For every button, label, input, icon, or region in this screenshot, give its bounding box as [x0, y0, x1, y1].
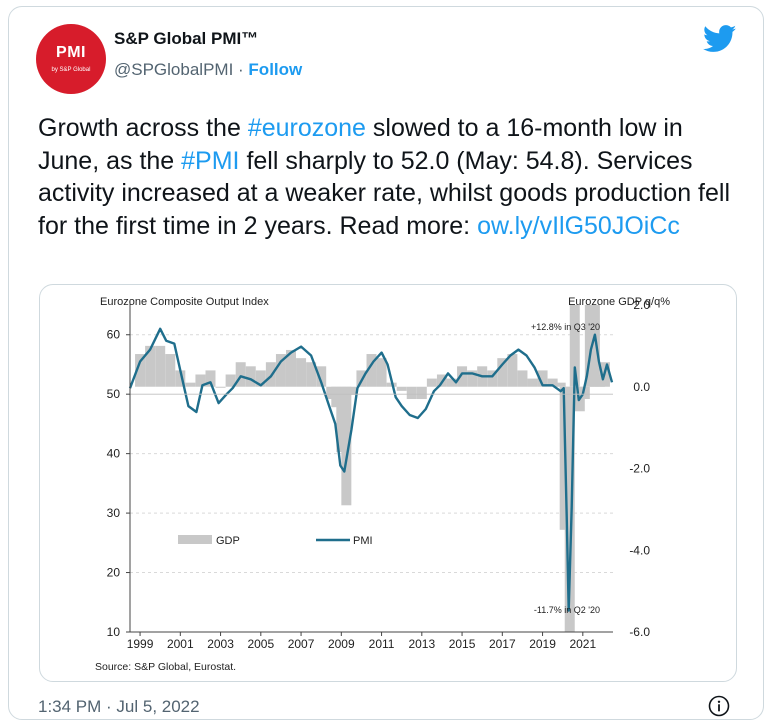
- gdp-bar: [286, 349, 296, 387]
- gdp-bar: [245, 366, 256, 387]
- gdp-bar: [145, 345, 156, 387]
- y-tick-left-label: 40: [107, 447, 121, 461]
- x-tick-label: 2005: [247, 637, 274, 651]
- gdp-bar: [447, 378, 457, 387]
- gdp-bar: [594, 374, 605, 387]
- annotation-q2-2020: -11.7% in Q2 '20: [534, 605, 600, 615]
- avatar-subtext: by S&P Global: [51, 67, 91, 73]
- chart-title-left: Eurozone Composite Output Index: [100, 296, 269, 308]
- follow-button[interactable]: Follow: [248, 60, 303, 79]
- gdp-bar: [175, 370, 186, 387]
- annotation-q3-2020: +12.8% in Q3 '20: [531, 322, 600, 332]
- x-tick-label: 2009: [328, 637, 355, 651]
- hashtag-eurozone[interactable]: #eurozone: [247, 114, 366, 142]
- chart-svg: Eurozone Composite Output Index Eurozone …: [95, 296, 670, 673]
- gdp-bar: [589, 305, 600, 387]
- x-tick-label: 2003: [207, 637, 234, 651]
- gdp-bar: [366, 354, 377, 387]
- gdp-bar: [517, 370, 528, 387]
- gdp-bar: [316, 366, 327, 387]
- tweet-link[interactable]: ow.ly/vIlG50JOiCc: [477, 211, 680, 240]
- gdp-bar: [255, 370, 266, 387]
- gdp-bar: [235, 362, 246, 387]
- gdp-bar: [579, 386, 590, 400]
- gdp-bar: [569, 305, 580, 387]
- y-tick-left-label: 30: [107, 506, 121, 520]
- gdp-bar: [457, 366, 468, 387]
- gdp-bar: [487, 370, 498, 387]
- gdp-bar: [396, 386, 407, 391]
- x-tick-label: 2013: [408, 637, 435, 651]
- gdp-bar: [467, 370, 478, 387]
- gdp-bar: [275, 354, 286, 387]
- avatar-text: PMI: [56, 44, 86, 61]
- y-tick-left-label: 60: [107, 328, 121, 342]
- gdp-bar: [564, 386, 575, 632]
- gdp-bar: [426, 378, 437, 387]
- gdp-bar: [555, 382, 566, 387]
- x-tick-label: 2011: [369, 637, 395, 651]
- gdp-bar: [296, 358, 307, 387]
- x-tick-label: 1999: [127, 637, 154, 651]
- author-handle[interactable]: @SPGlobalPMI: [114, 60, 234, 79]
- gdp-bar: [165, 354, 176, 387]
- hashtag-pmi[interactable]: #PMI: [181, 146, 240, 175]
- gdp-bar: [135, 354, 146, 387]
- y-tick-right-label: -2.0: [629, 462, 650, 476]
- y-tick-left-label: 20: [107, 566, 121, 580]
- gdp-bar: [306, 362, 317, 387]
- legend-pmi-label: PMI: [353, 535, 373, 547]
- chart-title-right: Eurozone GDP q/q%: [568, 296, 670, 308]
- gdp-bar: [527, 378, 538, 387]
- y-tick-left-label: 50: [107, 387, 121, 401]
- tweet-text-part-2: slowed to a 16-month low in June, as the: [38, 114, 683, 175]
- gdp-bar: [537, 370, 548, 387]
- author-name[interactable]: S&P Global PMI™: [114, 29, 259, 48]
- x-tick-label: 2015: [449, 637, 476, 651]
- y-tick-right-label: -6.0: [629, 625, 650, 639]
- gdp-bar: [406, 386, 417, 400]
- chart-image[interactable]: Eurozone Composite Output Index Eurozone …: [39, 284, 737, 682]
- gdp-bar: [155, 345, 166, 387]
- info-icon[interactable]: [708, 695, 730, 717]
- tweet-text-part-3: fell sharply to 52.0 (May: 54.8). Servic…: [38, 146, 731, 240]
- legend-gdp-label: GDP: [216, 535, 240, 547]
- gdp-bar: [326, 386, 337, 400]
- chart-source: Source: S&P Global, Eurostat.: [95, 661, 236, 673]
- x-tick-label: 2001: [167, 637, 194, 651]
- x-tick-label: 2007: [288, 637, 315, 651]
- gdp-bar: [205, 370, 216, 387]
- y-tick-right-label: 2.0: [633, 298, 650, 312]
- gdp-bar: [584, 305, 595, 387]
- gdp-bar: [215, 386, 226, 388]
- legend-gdp-swatch: [178, 535, 212, 544]
- gdp-bar: [331, 386, 342, 408]
- gdp-bar: [416, 386, 427, 400]
- gdp-bar: [341, 386, 352, 506]
- gdp-bar: [195, 374, 206, 387]
- avatar[interactable]: PMI by S&P Global: [36, 24, 106, 94]
- gdp-bar: [507, 354, 518, 387]
- x-tick-label: 2019: [529, 637, 556, 651]
- gdp-bar: [336, 386, 347, 453]
- gdp-bar: [376, 358, 387, 387]
- x-tick-label: 2017: [489, 637, 516, 651]
- gdp-bar: [547, 378, 558, 387]
- gdp-bar: [185, 382, 196, 387]
- y-tick-right-label: 0.0: [633, 380, 650, 394]
- y-tick-left-label: 10: [107, 625, 121, 639]
- tweet-text: Growth across the #eurozone slowed to a …: [38, 112, 738, 242]
- author-handle-row: @SPGlobalPMI · Follow: [114, 60, 302, 80]
- gdp-bar: [346, 386, 357, 395]
- y-tick-right-label: -4.0: [629, 543, 650, 557]
- gdp-bar: [225, 374, 236, 387]
- pmi-line: [128, 327, 614, 612]
- tweet-text-part-1: Growth across the: [38, 114, 248, 142]
- twitter-bird-icon[interactable]: [703, 25, 737, 53]
- gdp-bar: [497, 358, 508, 387]
- x-tick-label: 2021: [569, 637, 596, 651]
- separator: ·: [233, 60, 249, 79]
- timestamp[interactable]: 1:34 PM · Jul 5, 2022: [38, 697, 200, 716]
